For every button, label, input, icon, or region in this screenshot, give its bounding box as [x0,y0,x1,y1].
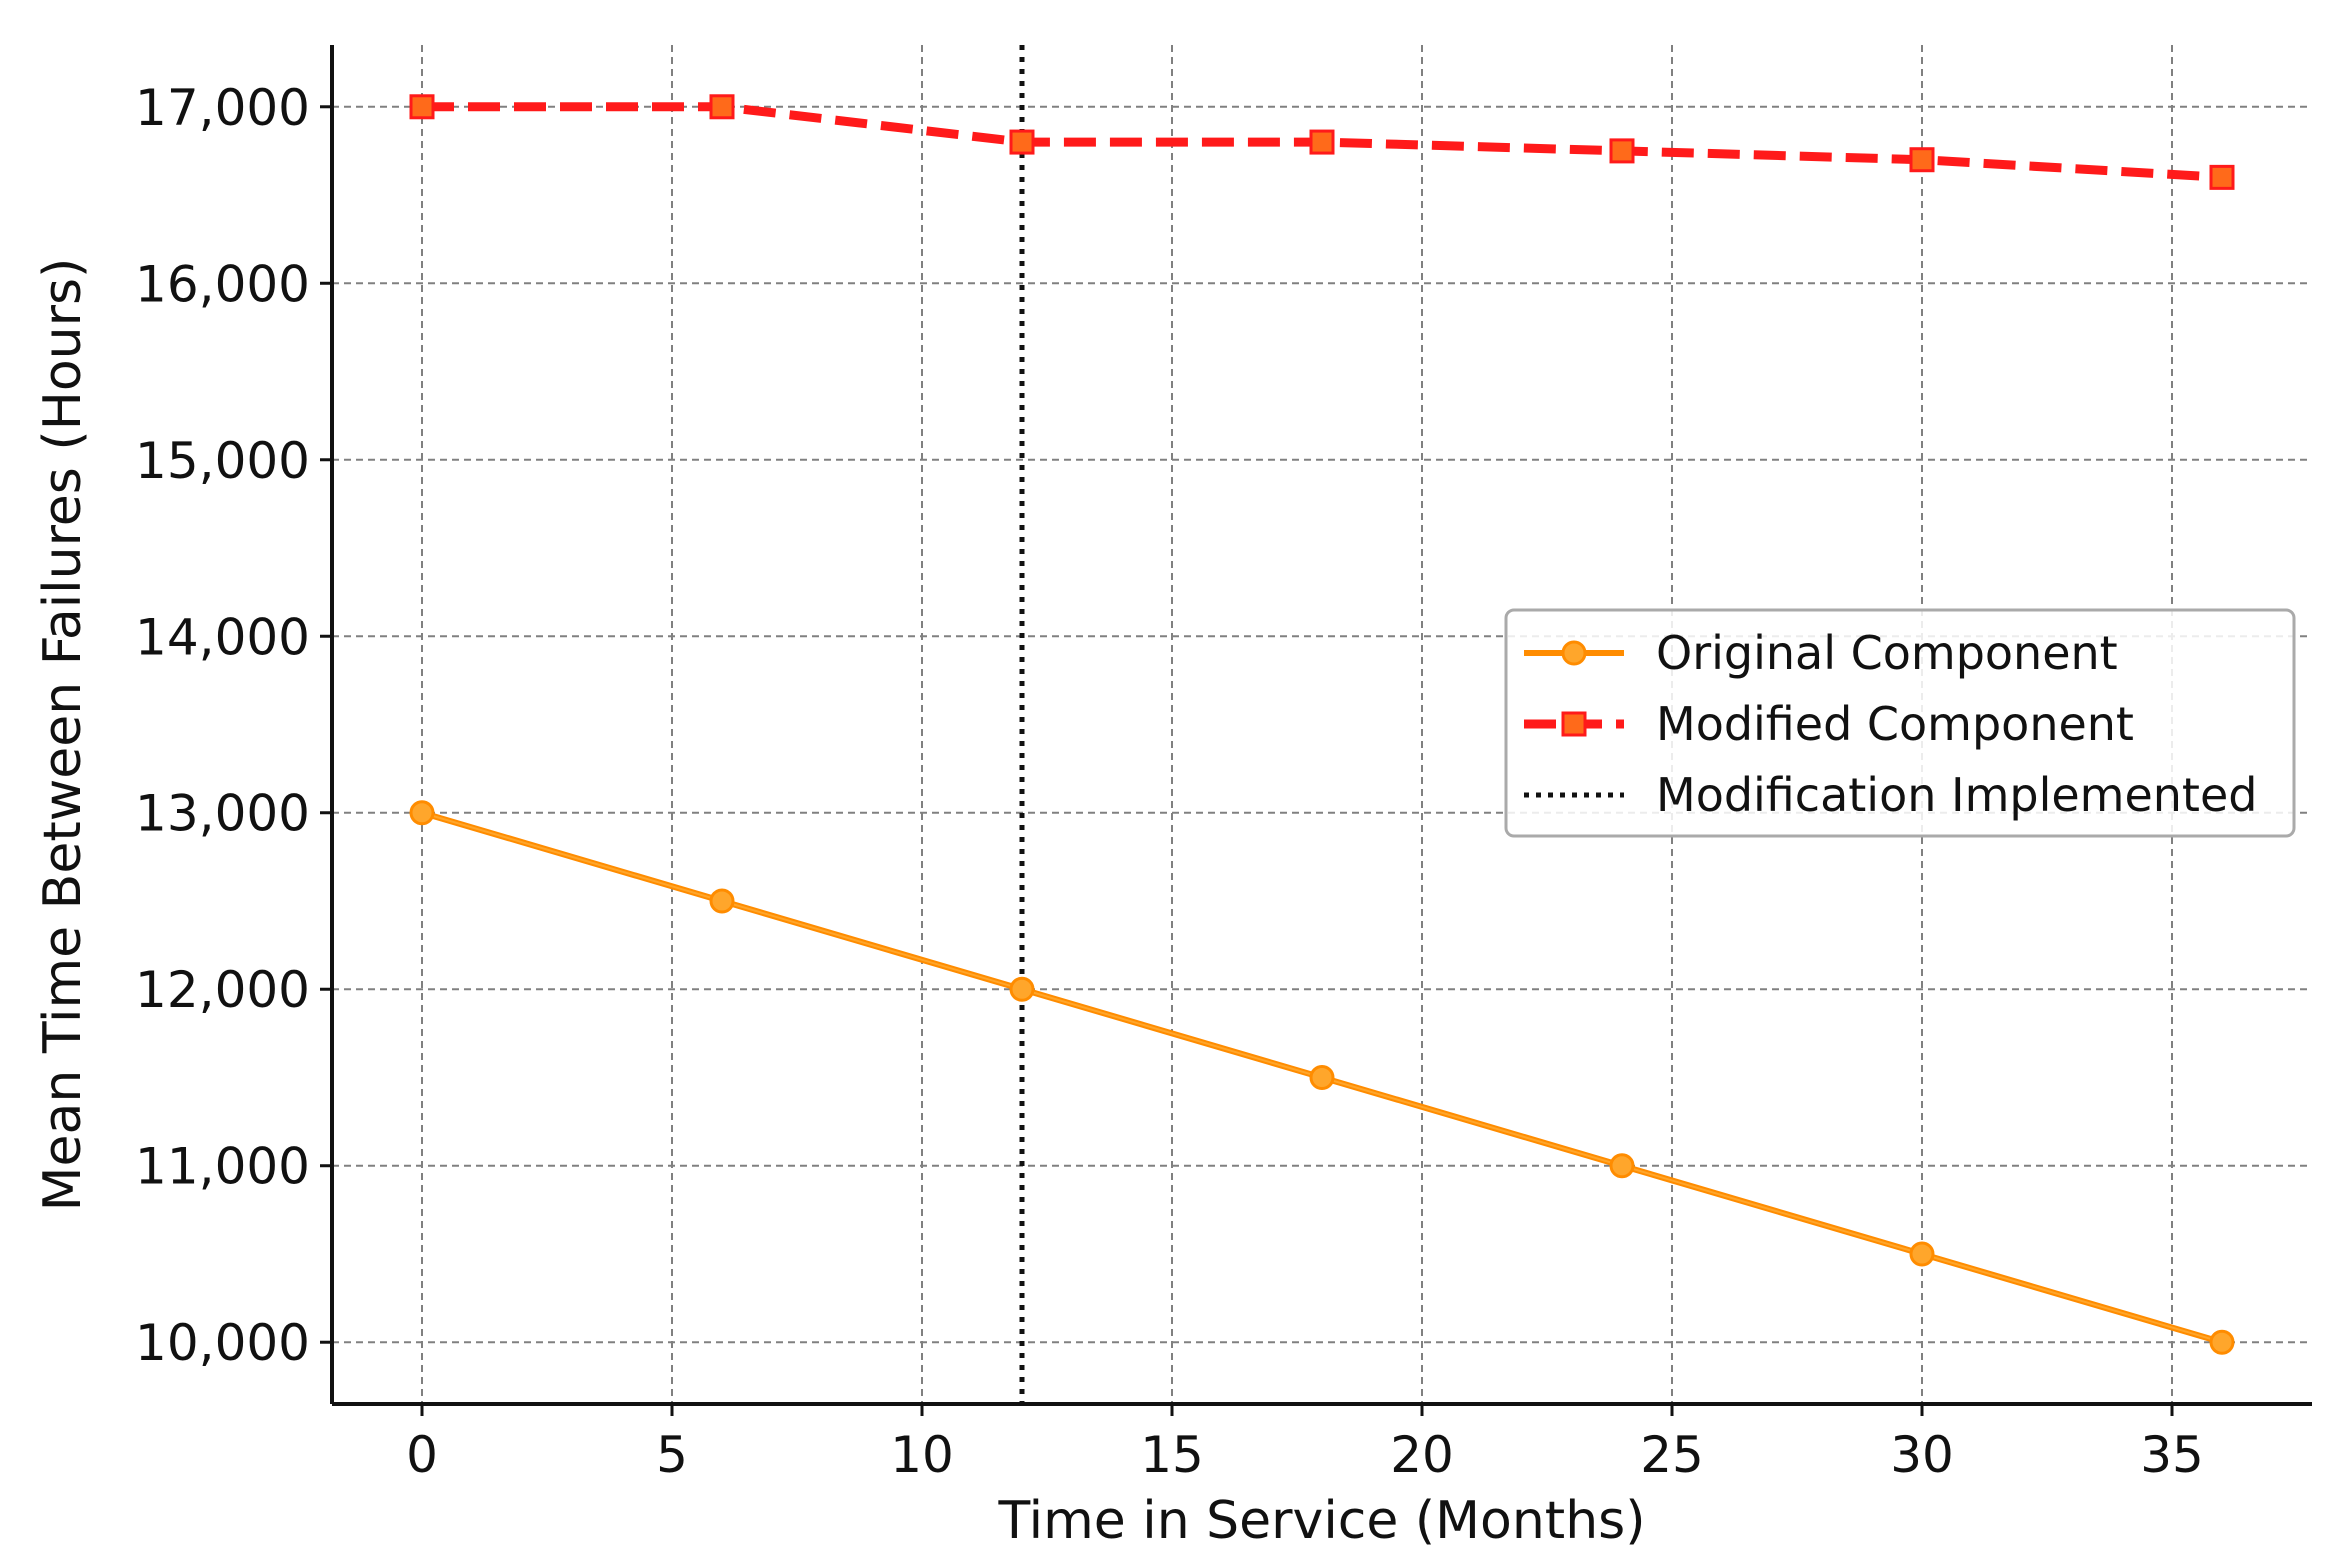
y-tick-label: 17,000 [135,79,310,137]
y-tick-label: 10,000 [135,1314,310,1372]
original-component-point [2209,1329,2235,1355]
x-tick-label: 25 [1640,1426,1704,1484]
modified-component-point [2209,164,2235,190]
legend: Original Component Modified Component Modi… [1504,608,2296,838]
x-tick-label: 30 [1890,1426,1954,1484]
modified-component-point [1909,147,1935,173]
axes [330,45,2312,1406]
legend-item-modification-implemented: Modification Implemented [1524,768,2257,822]
legend-swatch-marker [1561,640,1587,666]
original-component-point [1309,1064,1335,1090]
y-tick-label: 13,000 [135,785,310,843]
original-component-point [1609,1153,1635,1179]
legend-item-original-component: Original Component [1524,626,2118,680]
original-component-point [1009,976,1035,1002]
original-component-point [409,800,435,826]
modified-component-series [409,94,2235,190]
y-tick-label: 16,000 [135,255,310,313]
x-axis-ticks: 0 5 10 15 20 25 30 35 [406,1404,2204,1484]
x-tick-label: 10 [890,1426,954,1484]
y-tick-label: 11,000 [135,1138,310,1196]
y-tick-label: 15,000 [135,432,310,490]
x-tick-label: 15 [1140,1426,1204,1484]
modified-component-point [1609,138,1635,164]
original-component-point [1909,1241,1935,1267]
legend-label: Original Component [1656,626,2118,680]
modified-component-point [709,94,735,120]
legend-label: Modified Component [1656,697,2134,751]
legend-swatch-marker [1561,711,1587,737]
x-tick-label: 35 [2140,1426,2204,1484]
modified-component-point [1309,129,1335,155]
series-group [409,94,2235,1355]
y-tick-label: 12,000 [135,961,310,1019]
x-tick-label: 0 [406,1426,438,1484]
legend-item-modified-component: Modified Component [1524,697,2134,751]
modified-component-point [1009,129,1035,155]
y-axis-ticks: 10,000 11,000 12,000 13,000 14,000 15,000 16,0… [135,79,332,1372]
legend-items: Original Component Modified Component Modi… [1524,626,2257,822]
legend-box [1504,608,2296,838]
legend-label: Modification Implemented [1656,768,2257,822]
original-component-series [409,800,2235,1355]
x-axis-title: Time in Service (Months) [997,1491,1645,1551]
modified-component-point [409,94,435,120]
x-tick-label: 5 [656,1426,688,1484]
x-tick-label: 20 [1390,1426,1454,1484]
original-component-point [709,888,735,914]
y-axis-title: Mean Time Between Failures (Hours) [33,258,93,1212]
y-tick-label: 14,000 [135,608,310,666]
